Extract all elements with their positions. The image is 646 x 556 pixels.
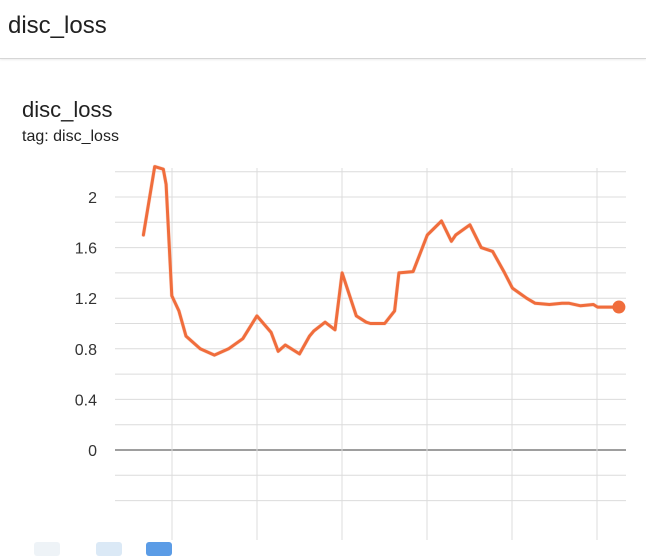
- last-value-marker: [612, 300, 626, 314]
- y-tick-label: 0.4: [75, 392, 97, 409]
- section-header: disc_loss: [0, 0, 646, 59]
- fit-domain-button[interactable]: [34, 542, 60, 556]
- y-tick-label: 1.6: [75, 241, 97, 258]
- series-line-raw: [141, 164, 621, 358]
- card-tag: tag: disc_loss: [22, 128, 119, 145]
- series-layer: [141, 164, 626, 358]
- y-tick-label: 2: [88, 190, 97, 207]
- y-tick-label: 1.2: [75, 291, 97, 308]
- section-title: disc_loss: [8, 12, 107, 39]
- data-download-button[interactable]: [146, 542, 172, 556]
- grid-lines: [115, 168, 626, 540]
- series-line[interactable]: [141, 165, 621, 357]
- y-tick-label: 0: [88, 443, 97, 460]
- log-scale-button[interactable]: [96, 542, 122, 556]
- y-tick-label: 0.8: [75, 342, 97, 359]
- card-title: disc_loss: [22, 97, 113, 122]
- y-tick-labels: 0 0.4 0.8 1.2 1.6 2: [75, 190, 97, 460]
